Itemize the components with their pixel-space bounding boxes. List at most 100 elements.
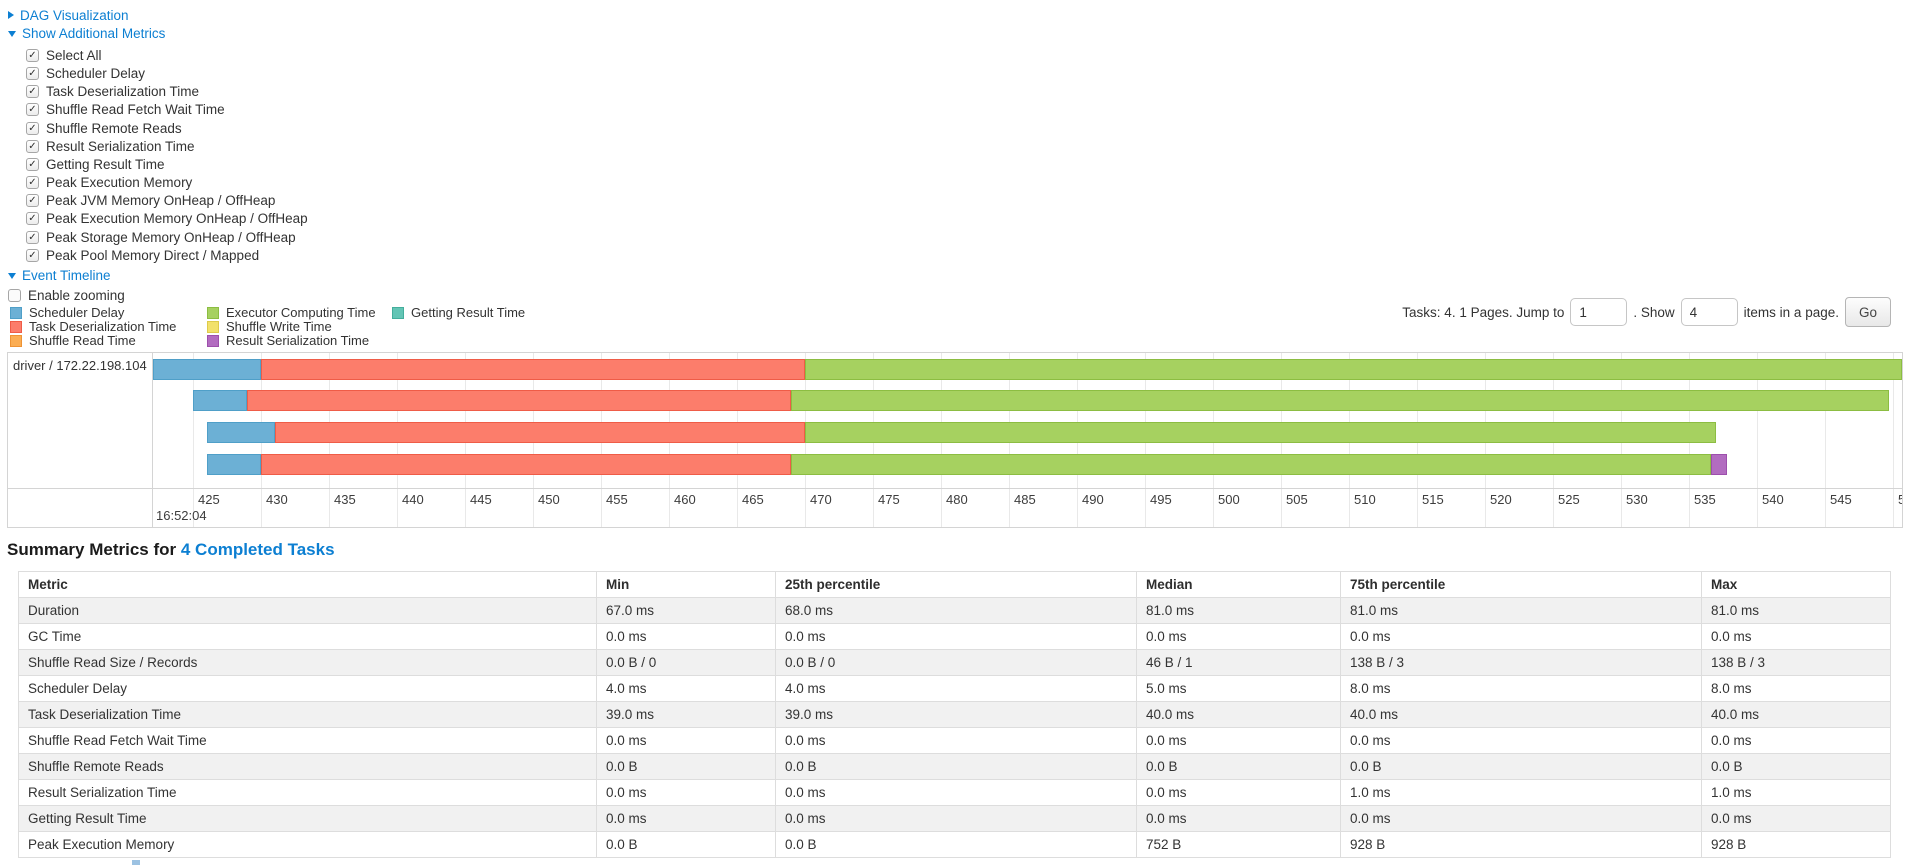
task-bar-scheduler-delay[interactable]: [153, 359, 261, 380]
metric-value-cell: 1.0 ms: [1340, 779, 1702, 806]
axis-gridline: [1825, 353, 1826, 527]
task-bar-executor-computing[interactable]: [805, 422, 1717, 443]
metric-value-cell: 40.0 ms: [1136, 701, 1341, 728]
axis-tick-label: 445: [470, 492, 492, 507]
checked-checkbox[interactable]: ✓: [26, 157, 39, 171]
executor-label: driver / 172.22.198.104: [8, 353, 153, 527]
completed-tasks-link[interactable]: 4 Completed Tasks: [180, 540, 335, 559]
task-bar-executor-computing[interactable]: [791, 390, 1889, 411]
legend-column: Getting Result Time: [392, 305, 525, 348]
task-bar-result-serialization[interactable]: [1710, 454, 1728, 475]
task-bar-scheduler-delay[interactable]: [206, 454, 261, 475]
checked-checkbox[interactable]: ✓: [26, 66, 39, 80]
task-bar-scheduler-delay[interactable]: [206, 422, 275, 443]
metric-value-cell: 138 B / 3: [1340, 649, 1702, 676]
metric-value-cell: 40.0 ms: [1701, 701, 1891, 728]
additional-metric-label: Peak JVM Memory OnHeap / OffHeap: [46, 193, 276, 209]
summary-column-header: Median: [1136, 571, 1341, 598]
legend-item: Getting Result Time: [392, 305, 525, 320]
enable-zooming-checkbox[interactable]: [8, 289, 21, 303]
task-bar-task-deserialization[interactable]: [247, 390, 792, 411]
additional-metric-option: ✓ Scheduler Delay: [26, 64, 308, 82]
additional-metric-option: ✓ Getting Result Time: [26, 155, 308, 173]
metric-value-cell: 0.0 ms: [775, 805, 1137, 832]
metric-value-cell: 0.0 ms: [596, 727, 776, 754]
axis-tick-label: 495: [1150, 492, 1172, 507]
legend-item-label: Shuffle Write Time: [226, 319, 332, 335]
timeline-plot[interactable]: 425 430 435 440 445 450 455 460 465 470 475 480 485 4…: [153, 353, 1902, 527]
task-bar-executor-computing[interactable]: [791, 454, 1711, 475]
legend-item: Scheduler Delay: [10, 305, 207, 320]
legend-column: Executor Computing Time Shuffle Write Tim…: [207, 305, 392, 348]
task-bar-executor-computing[interactable]: [805, 359, 1902, 380]
legend-item: Result Serialization Time: [207, 333, 392, 348]
event-timeline-label: Event Timeline: [22, 268, 111, 284]
go-button[interactable]: Go: [1844, 297, 1891, 327]
checked-checkbox[interactable]: ✓: [26, 248, 39, 262]
metric-value-cell: 928 B: [1340, 831, 1702, 858]
legend-item: Executor Computing Time: [207, 305, 392, 320]
checked-checkbox[interactable]: ✓: [26, 48, 39, 62]
metric-value-cell: 46 B / 1: [1136, 649, 1341, 676]
metric-name-cell: Shuffle Read Size / Records: [18, 649, 597, 676]
summary-metrics-row: Getting Result Time 0.0 ms 0.0 ms 0.0 ms 0.0…: [18, 805, 1891, 832]
additional-metric-label: Select All: [46, 47, 102, 63]
task-bar-task-deserialization[interactable]: [261, 454, 792, 475]
metric-name-cell: Scheduler Delay: [18, 675, 597, 702]
metric-value-cell: 0.0 ms: [1136, 623, 1341, 650]
items-per-page-input[interactable]: [1680, 298, 1738, 326]
task-bar-task-deserialization[interactable]: [274, 422, 805, 443]
metric-value-cell: 0.0 ms: [1340, 623, 1702, 650]
checked-checkbox[interactable]: ✓: [26, 212, 39, 226]
metric-value-cell: 39.0 ms: [596, 701, 776, 728]
checked-checkbox[interactable]: ✓: [26, 85, 39, 99]
axis-tick-label: 505: [1286, 492, 1308, 507]
legend-item: Task Deserialization Time: [10, 319, 207, 335]
additional-metric-option: ✓ Peak Execution Memory OnHeap / OffHeap: [26, 210, 308, 228]
jump-to-page-input[interactable]: [1570, 298, 1628, 326]
items-per-page-label: items in a page.: [1743, 304, 1839, 320]
summary-column-header: 75th percentile: [1340, 571, 1702, 598]
event-timeline-toggle[interactable]: Event Timeline: [8, 266, 308, 285]
metric-value-cell: 0.0 ms: [596, 805, 776, 832]
metric-value-cell: 68.0 ms: [775, 597, 1137, 624]
summary-header-row: Metric Min 25th percentile Median 75th perce…: [18, 571, 1891, 598]
task-bar-scheduler-delay[interactable]: [193, 390, 248, 411]
additional-metric-option: ✓ Result Serialization Time: [26, 137, 308, 155]
checked-checkbox[interactable]: ✓: [26, 230, 39, 244]
legend-item: Shuffle Read Time: [10, 333, 207, 348]
metric-name-cell: Shuffle Read Fetch Wait Time: [18, 727, 597, 754]
checked-checkbox[interactable]: ✓: [26, 139, 39, 153]
additional-metrics-list: ✓ Select All ✓ Scheduler Delay ✓ Task Deseria…: [26, 46, 308, 264]
caret-down-icon: [8, 272, 16, 279]
axis-tick-label: 425: [198, 492, 220, 507]
checked-checkbox[interactable]: ✓: [26, 121, 39, 135]
scheduler-delay-swatch-icon: [10, 306, 22, 319]
metric-value-cell: 0.0 B: [1701, 753, 1891, 780]
axis-tick-label: 525: [1558, 492, 1580, 507]
checked-checkbox[interactable]: ✓: [26, 176, 39, 190]
axis-tick-label: 470: [810, 492, 832, 507]
timeline-axis-line: [8, 488, 1902, 489]
additional-metric-label: Scheduler Delay: [46, 65, 146, 81]
additional-metric-option: ✓ Select All: [26, 46, 308, 64]
metric-value-cell: 67.0 ms: [596, 597, 776, 624]
additional-metric-label: Peak Execution Memory OnHeap / OffHeap: [46, 211, 308, 227]
legend-item-label: Task Deserialization Time: [29, 319, 177, 335]
summary-metrics-row: Scheduler Delay 4.0 ms 4.0 ms 5.0 ms 8.0 ms 8…: [18, 675, 1891, 702]
summary-metrics-row: Shuffle Remote Reads 0.0 B 0.0 B 0.0 B 0.0 B…: [18, 753, 1891, 780]
additional-metric-option: ✓ Task Deserialization Time: [26, 83, 308, 101]
axis-tick-label: 430: [266, 492, 288, 507]
checked-checkbox[interactable]: ✓: [26, 194, 39, 208]
show-additional-metrics-toggle[interactable]: Show Additional Metrics: [8, 25, 308, 44]
checked-checkbox[interactable]: ✓: [26, 103, 39, 117]
metric-value-cell: 752 B: [1136, 831, 1341, 858]
task-bar-task-deserialization[interactable]: [261, 359, 805, 380]
metric-value-cell: 40.0 ms: [1340, 701, 1702, 728]
summary-column-header: Metric: [18, 571, 597, 598]
additional-metric-option: ✓ Shuffle Remote Reads: [26, 119, 308, 137]
metric-name-cell: Getting Result Time: [18, 805, 597, 832]
summary-metrics-heading: Summary Metrics for 4 Completed Tasks: [7, 540, 335, 560]
metric-value-cell: 928 B: [1701, 831, 1891, 858]
dag-visualization-toggle[interactable]: DAG Visualization: [8, 6, 308, 25]
